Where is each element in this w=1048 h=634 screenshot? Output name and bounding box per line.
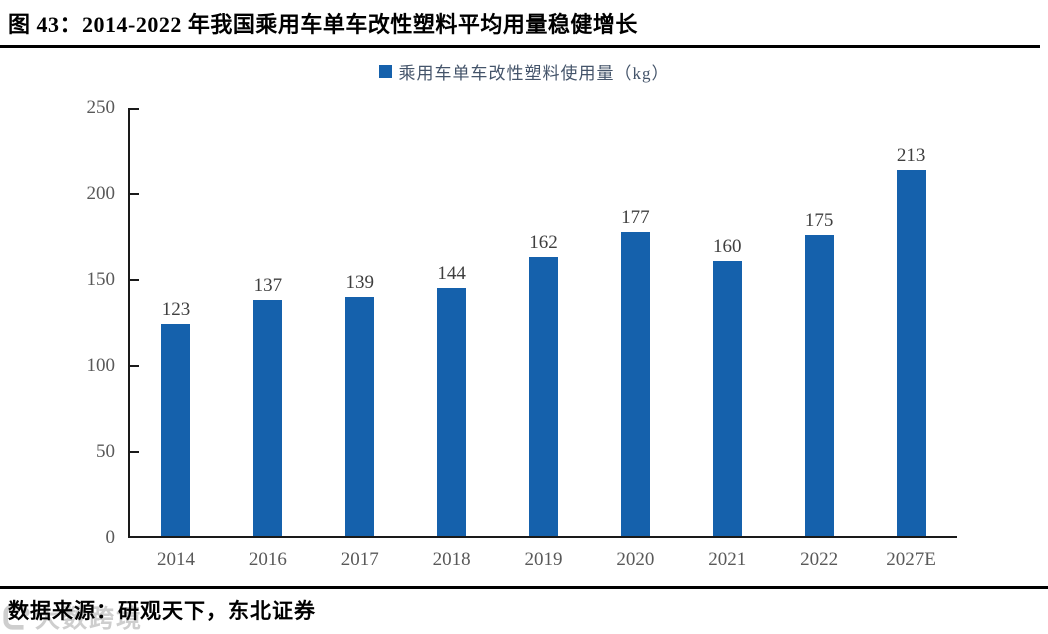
bar-2018 xyxy=(437,288,467,536)
bar-value-label: 162 xyxy=(529,232,558,254)
y-tick-label: 50 xyxy=(96,441,115,462)
y-tick-label: 150 xyxy=(86,269,116,290)
bar-group-2027E: 213 2027E xyxy=(865,108,957,569)
x-axis-label: 2027E xyxy=(886,549,936,570)
x-axis-label: 2022 xyxy=(800,549,839,570)
figure-title: 图 43：2014-2022 年我国乘用车单车改性塑料平均用量稳健增长 xyxy=(8,12,638,37)
y-tick-label: 200 xyxy=(86,183,116,204)
plot-area: 123 2014 137 2016 139 2017 144 2018 162 2019 177 20… xyxy=(128,108,957,569)
bar-value-label: 144 xyxy=(437,263,466,285)
bar-value-label: 213 xyxy=(896,144,926,166)
bar-group-2019: 162 2019 xyxy=(498,108,590,569)
bar-group-2017: 139 2017 xyxy=(314,108,406,569)
bar-2021 xyxy=(712,260,742,536)
x-axis-label: 2020 xyxy=(616,549,655,570)
bar-group-2016: 137 2016 xyxy=(222,108,314,569)
footer-divider xyxy=(0,586,1048,589)
bar-group-2018: 144 2018 xyxy=(406,108,498,569)
bar-series: 123 2014 137 2016 139 2017 144 2018 162 2019 177 20… xyxy=(130,108,957,569)
bar-2014 xyxy=(161,324,191,536)
bar-2016 xyxy=(253,300,283,536)
bar-value-label: 137 xyxy=(253,275,283,297)
figure-header: 图 43：2014-2022 年我国乘用车单车改性塑料平均用量稳健增长 xyxy=(0,0,1040,48)
y-tick-mark xyxy=(130,279,139,281)
x-axis-label: 2016 xyxy=(248,549,287,570)
y-axis-labels: 0 50 100 150 200 250 xyxy=(50,97,116,548)
bar-group-2021: 160 2021 xyxy=(681,108,773,569)
bar-2022 xyxy=(804,235,834,536)
legend-swatch-icon xyxy=(378,64,392,78)
bar-value-label: 139 xyxy=(345,271,374,293)
bar-2019 xyxy=(529,257,558,536)
legend-label: 乘用车单车改性塑料使用量（kg） xyxy=(398,63,670,83)
bar-group-2022: 175 2022 xyxy=(773,108,865,569)
bar-value-label: 175 xyxy=(804,210,834,231)
bar-group-2020: 177 2020 xyxy=(589,108,681,569)
y-tick-label: 0 xyxy=(105,527,116,548)
y-tick-mark xyxy=(130,365,139,367)
bar-value-label: 177 xyxy=(621,206,650,228)
bar-2027E xyxy=(896,169,926,536)
y-tick-mark xyxy=(130,108,139,110)
data-source: 数据来源：研观天下，东北证券 xyxy=(8,599,316,623)
y-tick-label: 250 xyxy=(86,97,116,118)
x-axis-label: 2019 xyxy=(524,549,563,570)
x-axis-label: 2017 xyxy=(340,549,379,570)
x-axis-label: 2018 xyxy=(432,549,471,570)
x-axis-label: 2021 xyxy=(708,549,747,570)
bar-value-label: 123 xyxy=(161,299,191,321)
y-tick-mark xyxy=(130,193,139,195)
chart-legend: 乘用车单车改性塑料使用量（kg） xyxy=(0,60,1048,83)
bar-2020 xyxy=(620,231,650,536)
bar-value-label: 160 xyxy=(713,235,742,257)
y-tick-mark xyxy=(130,451,139,453)
bar-group-2014: 123 2014 xyxy=(130,108,222,569)
x-axis-label: 2014 xyxy=(156,549,195,570)
bar-2017 xyxy=(345,296,375,536)
y-tick-label: 100 xyxy=(86,355,116,376)
